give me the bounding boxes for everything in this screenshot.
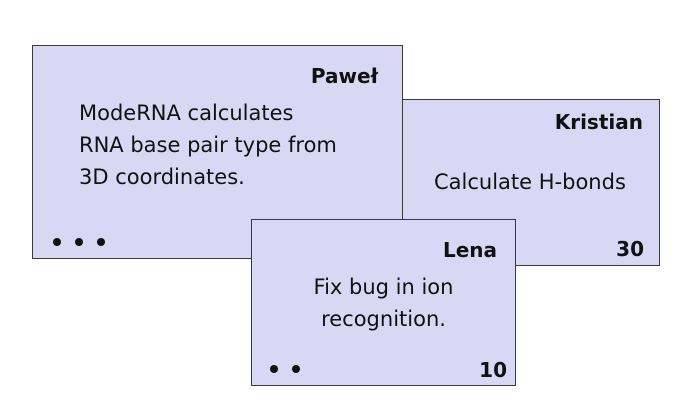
- task-line: ModeRNA calculates: [79, 101, 294, 125]
- card-owner: Kristian: [554, 110, 643, 134]
- card-task: Calculate H-bonds: [434, 166, 626, 198]
- priority-dots: [270, 365, 300, 373]
- task-card-lena[interactable]: Lena Fix bug in ion recognition. 10: [251, 219, 516, 386]
- task-line: recognition.: [321, 307, 446, 331]
- card-task: Fix bug in ion recognition.: [252, 271, 515, 335]
- card-points: 30: [616, 237, 644, 261]
- dot-icon: [53, 238, 61, 246]
- dot-icon: [270, 365, 278, 373]
- dot-icon: [75, 238, 83, 246]
- task-line: RNA base pair type from: [79, 133, 337, 157]
- task-line: Fix bug in ion: [313, 275, 454, 299]
- dot-icon: [97, 238, 105, 246]
- card-owner: Paweł: [310, 64, 378, 88]
- task-line: 3D coordinates.: [79, 165, 245, 189]
- card-owner: Lena: [442, 238, 497, 262]
- task-line: Calculate H-bonds: [434, 170, 626, 194]
- card-points: 10: [479, 358, 507, 382]
- card-task: ModeRNA calculates RNA base pair type fr…: [79, 97, 337, 193]
- priority-dots: [53, 238, 105, 246]
- dot-icon: [292, 365, 300, 373]
